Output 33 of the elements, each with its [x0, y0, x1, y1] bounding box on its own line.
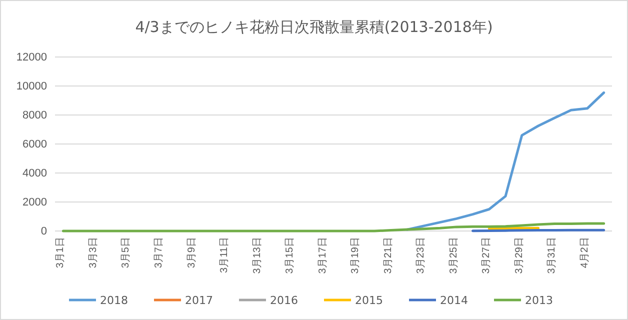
x-tick-label: 3月11日	[219, 237, 230, 273]
y-tick-label: 8000	[22, 110, 47, 122]
x-tick-label: 3月27日	[481, 237, 492, 274]
legend-label: 2013	[525, 294, 553, 307]
y-tick-label: 6000	[22, 138, 47, 151]
legend-label: 2018	[100, 294, 128, 307]
line-series	[62, 222, 606, 232]
legend-label: 2014	[440, 294, 468, 307]
y-tick-label: 12000	[16, 52, 47, 64]
x-tick-label: 3月1日	[55, 237, 66, 268]
y-tick-label: 0	[40, 226, 47, 238]
y-tick-label: 2000	[22, 196, 47, 209]
chart-title: 4/3までのヒノキ花粉日次飛散量累積(2013-2018年)	[135, 18, 493, 36]
x-tick-label: 4月2日	[579, 237, 590, 268]
x-tick-label: 3月13日	[252, 237, 263, 274]
y-tick-label: 10000	[16, 80, 47, 93]
x-tick-label: 3月31日	[546, 237, 558, 274]
legend-label: 2017	[185, 294, 213, 307]
x-tick-label: 3月25日	[448, 237, 460, 274]
x-tick-label: 3月21日	[382, 237, 394, 274]
x-tick-label: 3月15日	[284, 237, 296, 274]
x-tick-label: 3月23日	[416, 237, 427, 274]
x-tick-label: 3月17日	[317, 237, 328, 274]
y-tick-label: 4000	[22, 168, 47, 180]
x-tick-label: 3月29日	[514, 237, 525, 274]
x-tick-label: 3月7日	[153, 237, 164, 268]
legend-label: 2015	[355, 294, 383, 307]
x-tick-label: 3月5日	[120, 237, 132, 268]
legend-label: 2016	[270, 294, 298, 307]
x-tick-label: 3月9日	[186, 237, 198, 268]
line-series	[406, 91, 606, 231]
x-tick-label: 3月3日	[88, 237, 99, 268]
x-tick-label: 3月19日	[350, 237, 362, 274]
